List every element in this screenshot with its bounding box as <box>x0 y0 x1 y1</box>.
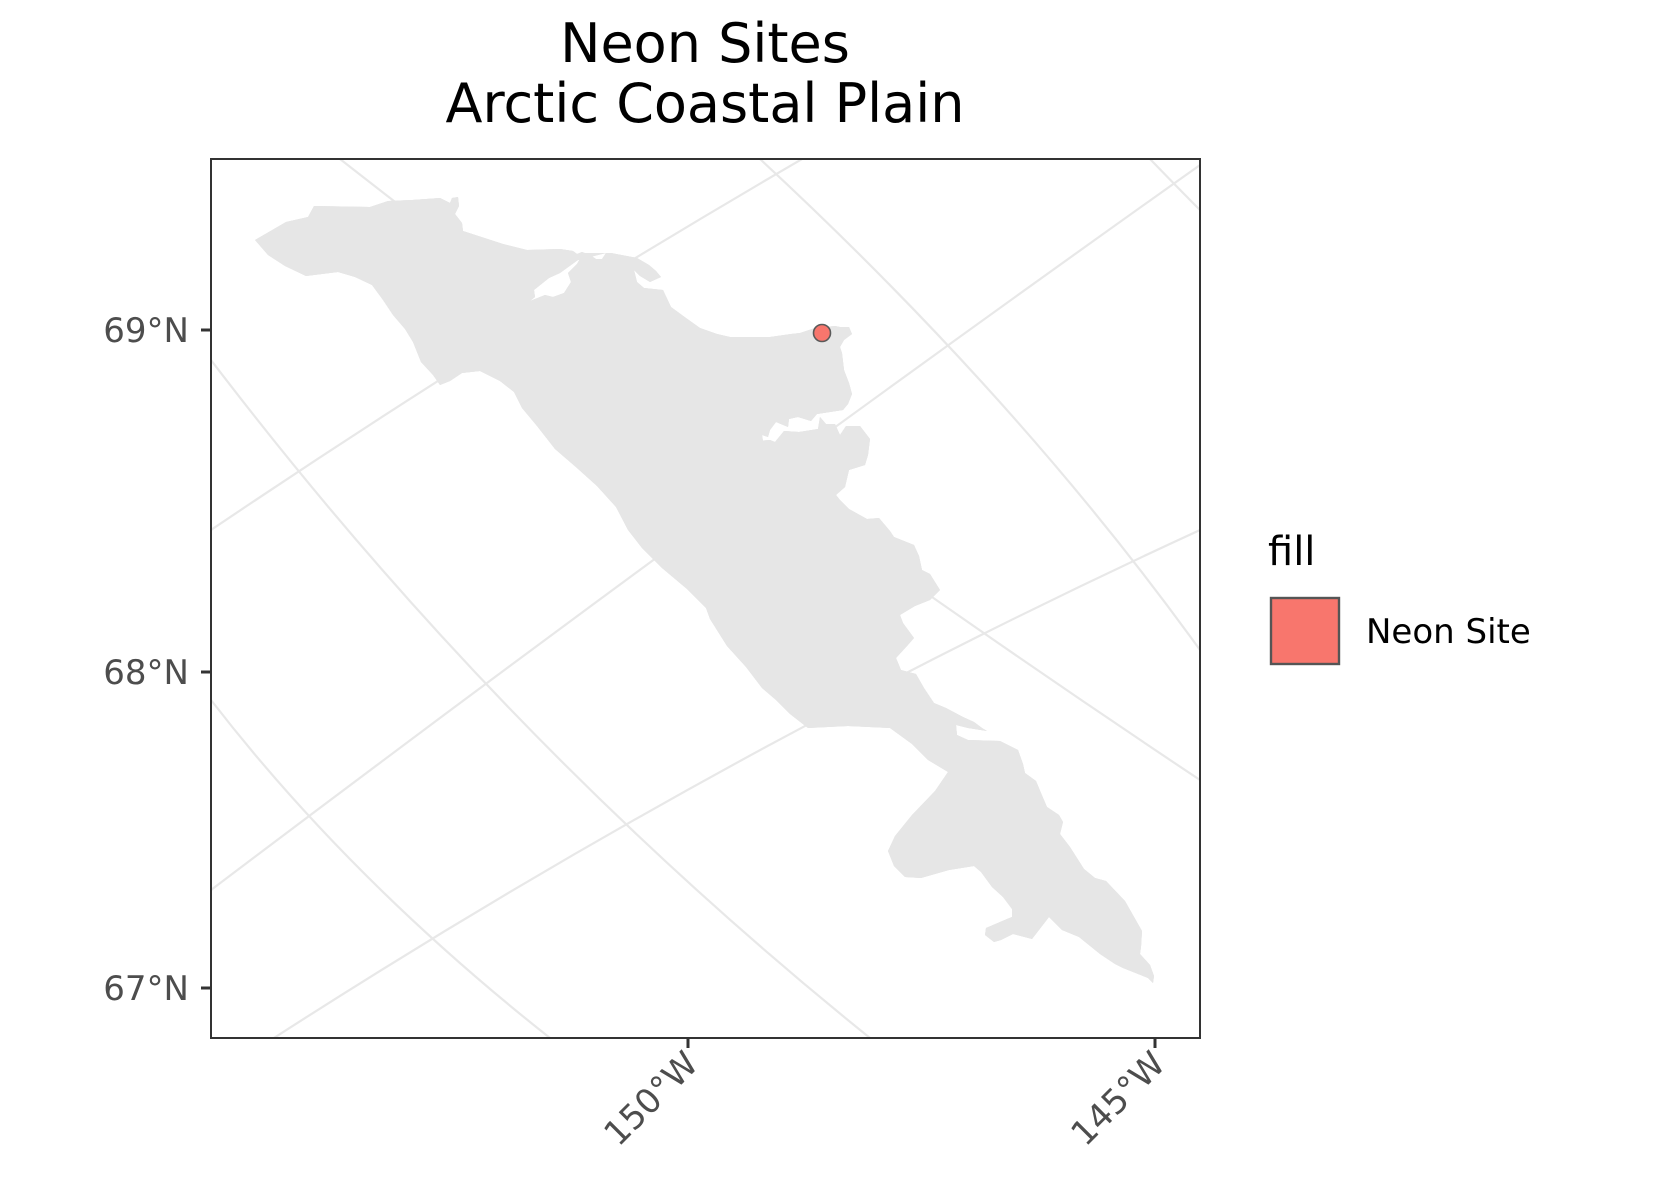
legend: fill Neon Site <box>1268 529 1531 666</box>
x-axis <box>686 1038 1157 1048</box>
y-axis <box>201 328 211 990</box>
x-tick-label: 150°W <box>596 1044 706 1154</box>
map-title: Neon Sites <box>560 12 850 75</box>
y-tick-label: 68°N <box>103 653 189 693</box>
graticule-line <box>211 159 805 531</box>
y-tick-label: 67°N <box>103 969 189 1009</box>
legend-title: fill <box>1268 529 1315 575</box>
graticule-line <box>1149 159 1200 211</box>
graticule-line <box>271 529 1200 1038</box>
legend-label: Neon Site <box>1366 612 1531 652</box>
neon-site-point[interactable] <box>812 323 832 343</box>
y-tick-label: 69°N <box>103 311 189 351</box>
arctic-coastal-plain-region <box>254 196 1155 984</box>
graticule-line <box>759 159 1200 651</box>
x-tick-label: 145°W <box>1063 1044 1173 1154</box>
graticule-line <box>211 699 551 1038</box>
legend-key-neon-site <box>1269 596 1341 666</box>
graticule-line <box>211 359 871 1038</box>
map-subtitle: Arctic Coastal Plain <box>446 72 965 135</box>
panel-border <box>210 158 1201 1039</box>
